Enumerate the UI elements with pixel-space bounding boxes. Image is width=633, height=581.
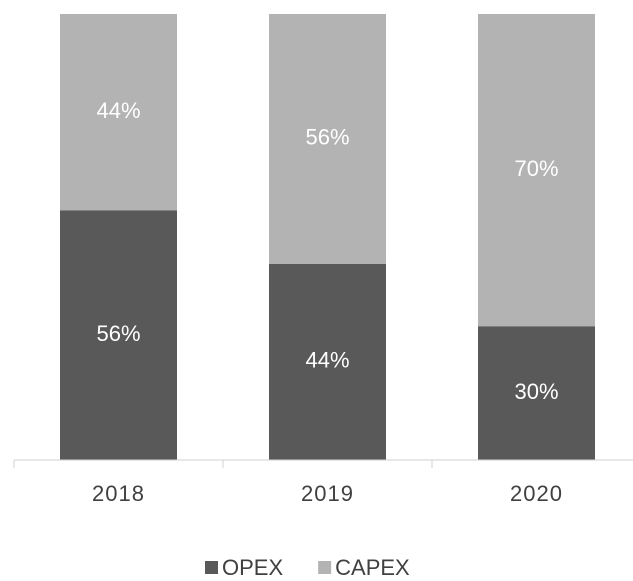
- data-label: 44%: [96, 98, 140, 123]
- data-label: 44%: [305, 348, 349, 373]
- x-tick-label: 2020: [510, 481, 563, 506]
- legend-label: OPEX: [222, 555, 283, 580]
- bar-segment: [269, 263, 386, 460]
- bar-segment: [478, 14, 595, 327]
- bar-segment: [60, 14, 177, 211]
- bar-segment: [60, 210, 177, 460]
- data-label: 56%: [96, 321, 140, 346]
- data-label: 30%: [514, 379, 558, 404]
- bar-segment: [269, 14, 386, 264]
- data-label: 70%: [514, 156, 558, 181]
- legend-swatch: [205, 561, 218, 574]
- data-label: 56%: [305, 125, 349, 150]
- x-tick-label: 2019: [301, 481, 354, 506]
- legend-swatch: [318, 561, 332, 574]
- bar-segment: [478, 326, 595, 460]
- x-tick-label: 2018: [92, 481, 145, 506]
- legend-label: CAPEX: [335, 555, 410, 580]
